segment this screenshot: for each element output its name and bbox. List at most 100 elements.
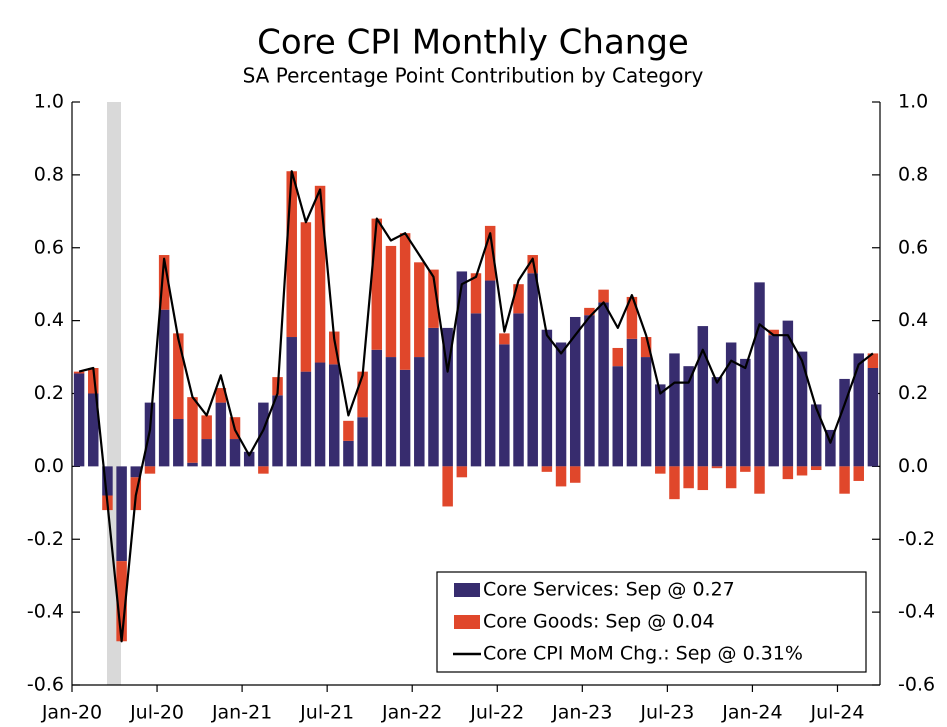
bar [697,326,709,467]
bar [839,466,850,494]
bar [329,364,340,467]
bar [229,439,241,467]
bar [116,466,127,562]
bar [286,337,297,467]
bar [697,466,709,491]
bar [414,357,425,467]
bar [484,280,496,467]
bar [555,466,567,487]
chart-title: Core CPI Monthly Change [257,23,689,63]
legend-box [436,571,867,673]
bar [201,415,212,440]
bar [584,315,595,467]
x-tick-label: Jan-20 [41,702,102,724]
legend-label: Core Services: Sep @ 0.27 [483,579,735,601]
y2-tick-label: 0.0 [898,455,928,477]
chart-subtitle: SA Percentage Point Contribution by Cate… [243,64,704,88]
bar [343,420,354,441]
bar [314,362,326,467]
bar [612,347,623,367]
bar [655,466,666,474]
bar [740,358,751,467]
x-tick-label: Jul-23 [639,702,694,724]
bar [371,349,383,467]
bar [669,353,680,467]
bar [825,429,836,467]
y2-tick-label: -0.6 [898,674,935,696]
bar [300,222,312,372]
bar [158,255,170,310]
bar [144,466,156,474]
legend-swatch [454,615,480,629]
legend-swatch [454,583,480,597]
bar [867,353,879,368]
bar [173,333,184,420]
bar [456,271,468,467]
bar [272,395,283,467]
bar [655,384,666,467]
bar [73,373,85,467]
bar [683,466,694,489]
bar [187,462,198,467]
line [78,170,874,643]
bar [357,417,368,467]
x-tick-label: Jul-22 [469,702,524,724]
bar [527,273,538,467]
bar [711,377,723,467]
bar [399,369,411,467]
bar [513,313,524,467]
bar [853,353,864,467]
bar [414,262,425,358]
bar [470,313,482,467]
bar [569,466,581,483]
bar [683,366,694,467]
bar [130,466,142,478]
bar [499,333,510,345]
bar [725,466,737,489]
bar [116,561,127,642]
bar [73,371,85,374]
y-tick-label: 1.0 [34,91,64,113]
bar [711,466,723,469]
bar [768,335,779,467]
x-tick-label: Jul-24 [809,702,864,724]
y-tick-label: 0.8 [34,163,64,185]
y-tick-label: 0.4 [34,309,64,331]
x-tick-label: Jan-21 [211,702,272,724]
y2-tick-label: 0.4 [898,309,928,331]
bar [768,329,779,336]
bar [329,331,340,365]
y2-tick-label: 0.6 [898,236,928,258]
bar [754,466,765,494]
bar [215,388,227,403]
bar [598,302,609,467]
y-tick-label: 0.0 [34,455,64,477]
bar [810,466,822,471]
bar [442,466,453,507]
x-tick-label: Jan-23 [551,702,612,724]
bar [314,185,326,363]
bar [810,404,822,467]
bar [456,466,468,478]
bar [243,451,255,467]
bar [839,378,850,467]
y-tick-label: 0.6 [34,236,64,258]
x-tick-label: Jul-21 [299,702,354,724]
y2-tick-label: 0.8 [898,163,928,185]
bar [853,466,864,481]
bar [286,171,297,338]
bar [88,393,99,467]
bar [541,466,553,472]
bar [867,367,879,467]
bar [598,289,609,303]
y2-tick-label: 1.0 [898,91,928,113]
y-tick-label: -0.2 [27,528,64,550]
bar [357,371,368,418]
bar [541,329,553,467]
y2-tick-label: -0.2 [898,528,935,550]
y-tick-label: -0.6 [27,674,64,696]
bar [796,466,808,476]
bar [343,440,354,467]
legend-label: Core Goods: Sep @ 0.04 [483,611,715,633]
